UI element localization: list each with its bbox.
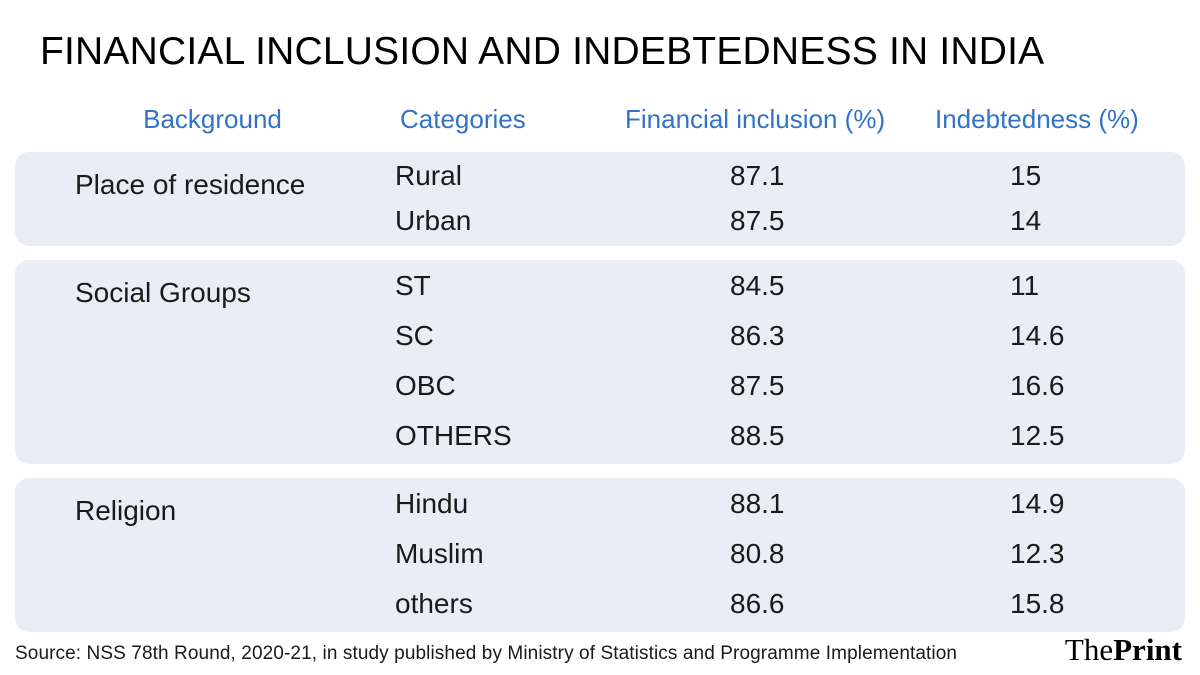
column-header-indebtedness: Indebtedness (%) — [935, 104, 1139, 134]
group-band: Place of residence Rural 87.1 15 Urban 87.5 14 — [15, 152, 1185, 246]
cell-category: Hindu — [395, 488, 469, 519]
column-header-background: Background — [143, 104, 282, 134]
table-row: others 86.6 15.8 — [15, 579, 1185, 629]
column-header-categories: Categories — [400, 104, 526, 134]
table-row: ST 84.5 11 — [15, 261, 1185, 311]
cell-category: Urban — [395, 204, 472, 236]
table-row: OTHERS 88.5 12.5 — [15, 411, 1185, 461]
cell-indebtedness: 14 — [1010, 204, 1042, 236]
cell-financial-inclusion: 88.5 — [730, 420, 785, 451]
table-row: Urban 87.5 14 — [15, 198, 1185, 243]
theprint-logo-the: The — [1064, 632, 1114, 667]
cell-indebtedness: 15.8 — [1010, 588, 1065, 619]
cell-category: Rural — [395, 159, 462, 191]
cell-category: Muslim — [395, 538, 484, 569]
cell-indebtedness: 14.9 — [1010, 488, 1065, 519]
table-row: Muslim 80.8 12.3 — [15, 529, 1185, 579]
cell-category: ST — [395, 270, 431, 301]
group-background-label: Place of residence — [75, 169, 306, 200]
group-band: Religion Hindu 88.1 14.9 Muslim 80.8 12.3 other… — [15, 478, 1185, 632]
table-row: OBC 87.5 16.6 — [15, 361, 1185, 411]
column-header-financial-inclusion: Financial inclusion (%) — [625, 104, 886, 134]
group-background-label: Social Groups — [75, 277, 251, 308]
cell-indebtedness: 15 — [1010, 159, 1042, 191]
cell-indebtedness: 14.6 — [1010, 320, 1065, 351]
cell-financial-inclusion: 87.1 — [730, 159, 785, 191]
page-title: FINANCIAL INCLUSION AND INDEBTEDNESS IN … — [40, 30, 1045, 73]
table-header-row: Background Categories Financial inclusio… — [0, 104, 1200, 140]
cell-indebtedness: 16.6 — [1010, 370, 1065, 401]
table-row: Hindu 88.1 14.9 — [15, 479, 1185, 529]
group-background-label: Religion — [75, 495, 177, 526]
theprint-logo: ThePrint — [1065, 634, 1182, 665]
table-groups: Place of residence Rural 87.1 15 Urban 87.5 14… — [0, 152, 1200, 646]
footer: Source: NSS 78th Round, 2020-21, in stud… — [0, 634, 1200, 665]
cell-indebtedness: 11 — [1010, 270, 1040, 301]
theprint-logo-print: Print — [1113, 632, 1182, 667]
cell-financial-inclusion: 87.5 — [730, 370, 785, 401]
table-row: Rural 87.1 15 — [15, 153, 1185, 198]
source-note: Source: NSS 78th Round, 2020-21, in stud… — [15, 643, 958, 664]
cell-financial-inclusion: 86.6 — [730, 588, 785, 619]
cell-financial-inclusion: 80.8 — [730, 538, 785, 569]
cell-indebtedness: 12.5 — [1010, 420, 1065, 451]
cell-category: others — [395, 588, 473, 619]
cell-financial-inclusion: 84.5 — [730, 270, 785, 301]
group-band: Social Groups ST 84.5 11 SC 86.3 14.6 OBC 87.5 16… — [15, 260, 1185, 464]
cell-category: OBC — [395, 370, 456, 401]
cell-financial-inclusion: 88.1 — [730, 488, 785, 519]
cell-financial-inclusion: 87.5 — [730, 204, 785, 236]
cell-financial-inclusion: 86.3 — [730, 320, 785, 351]
cell-indebtedness: 12.3 — [1010, 538, 1065, 569]
table-row: SC 86.3 14.6 — [15, 311, 1185, 361]
cell-category: SC — [395, 320, 434, 351]
cell-category: OTHERS — [395, 420, 512, 451]
